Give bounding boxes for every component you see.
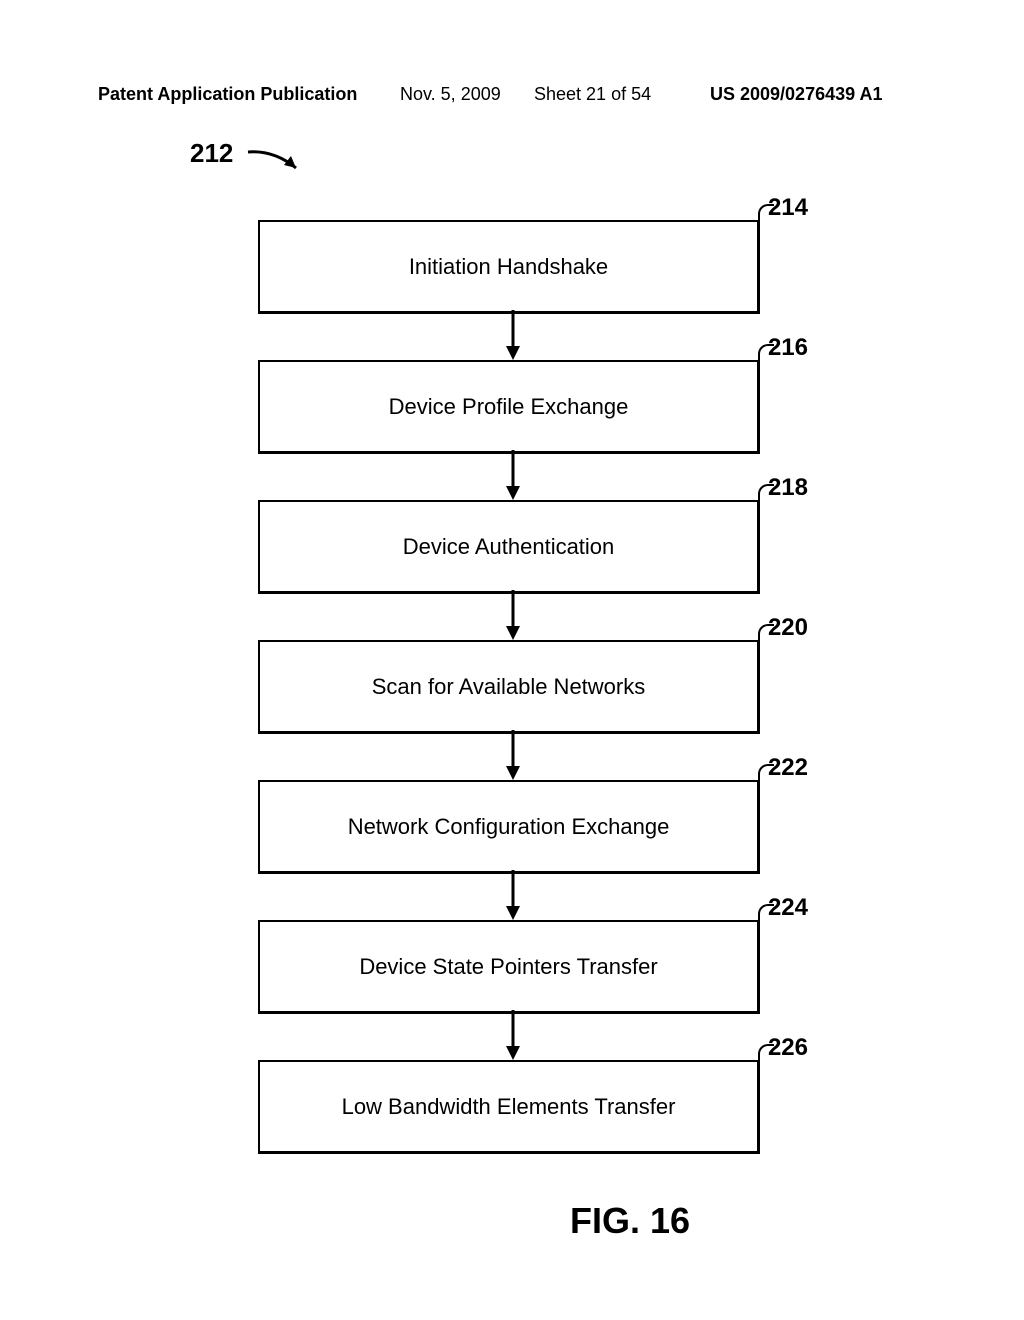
sheet-number: Sheet 21 of 54	[534, 84, 651, 105]
flow-step: 214 Initiation Handshake	[258, 196, 760, 336]
flow-step: 216 Device Profile Exchange	[258, 336, 760, 476]
flowchart: 214 Initiation Handshake 216 Device Prof…	[258, 196, 760, 1146]
step-ref-number: 220	[768, 614, 808, 642]
step-box: Device Authentication	[258, 500, 760, 594]
figure-caption: FIG. 16	[570, 1200, 690, 1242]
step-ref-number: 226	[768, 1034, 808, 1062]
step-ref-number: 214	[768, 194, 808, 222]
overall-ref-number: 212	[190, 138, 233, 169]
page: Patent Application Publication Nov. 5, 2…	[0, 0, 1024, 1320]
flow-step: 218 Device Authentication	[258, 476, 760, 616]
step-box: Scan for Available Networks	[258, 640, 760, 734]
step-label: Device Profile Exchange	[389, 394, 629, 420]
step-box: Network Configuration Exchange	[258, 780, 760, 874]
step-box: Initiation Handshake	[258, 220, 760, 314]
step-ref-number: 224	[768, 894, 808, 922]
step-label: Scan for Available Networks	[372, 674, 646, 700]
publication-label: Patent Application Publication	[98, 84, 357, 105]
flow-step: 220 Scan for Available Networks	[258, 616, 760, 756]
overall-ref-arrow-icon	[244, 144, 314, 178]
step-box: Low Bandwidth Elements Transfer	[258, 1060, 760, 1154]
step-box: Device Profile Exchange	[258, 360, 760, 454]
step-ref-number: 218	[768, 474, 808, 502]
step-label: Device State Pointers Transfer	[359, 954, 657, 980]
step-label: Initiation Handshake	[409, 254, 608, 280]
flow-step: 224 Device State Pointers Transfer	[258, 896, 760, 1036]
step-label: Network Configuration Exchange	[348, 814, 670, 840]
publication-date: Nov. 5, 2009	[400, 84, 501, 105]
flow-step: 226 Low Bandwidth Elements Transfer	[258, 1036, 760, 1146]
publication-number: US 2009/0276439 A1	[710, 84, 882, 105]
step-box: Device State Pointers Transfer	[258, 920, 760, 1014]
step-label: Device Authentication	[403, 534, 615, 560]
step-ref-number: 222	[768, 754, 808, 782]
step-label: Low Bandwidth Elements Transfer	[342, 1094, 676, 1120]
flow-step: 222 Network Configuration Exchange	[258, 756, 760, 896]
step-ref-number: 216	[768, 334, 808, 362]
